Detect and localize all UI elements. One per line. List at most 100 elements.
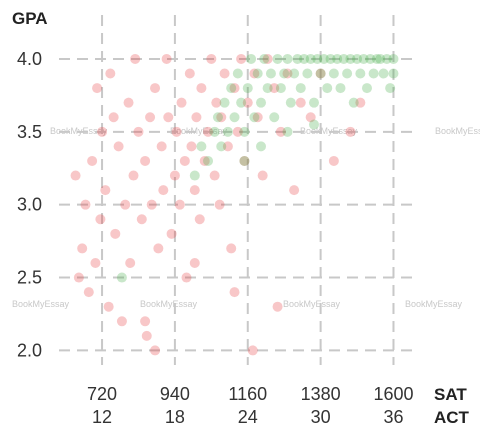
point [257, 170, 268, 181]
point [289, 68, 300, 79]
point [176, 97, 187, 108]
point [189, 257, 200, 268]
point [358, 53, 369, 64]
point [305, 53, 316, 64]
point [140, 316, 151, 327]
point [105, 68, 116, 79]
point [174, 199, 185, 210]
point [246, 53, 257, 64]
point [368, 68, 379, 79]
point [100, 185, 111, 196]
point [247, 345, 258, 356]
point [214, 199, 225, 210]
point [308, 119, 319, 130]
point [256, 141, 267, 152]
point [140, 155, 151, 166]
point [388, 68, 399, 79]
point [239, 155, 250, 166]
point [216, 112, 227, 123]
point [332, 53, 343, 64]
point [262, 83, 273, 94]
point [262, 53, 273, 64]
point [365, 53, 376, 64]
point [150, 345, 161, 356]
x-tick-label: 1600 [373, 384, 413, 404]
point [116, 272, 127, 283]
point [199, 155, 210, 166]
point [259, 53, 270, 64]
point [83, 287, 94, 298]
point [385, 83, 396, 94]
point [216, 141, 227, 152]
point [209, 126, 220, 137]
point [348, 97, 359, 108]
point [103, 301, 114, 312]
point [282, 126, 293, 137]
point [252, 68, 263, 79]
point [242, 97, 253, 108]
point [156, 141, 167, 152]
point [378, 68, 389, 79]
point [249, 68, 260, 79]
point [256, 97, 267, 108]
point [212, 112, 223, 123]
x2-tick-label: 24 [238, 407, 258, 427]
point [90, 257, 101, 268]
point [295, 83, 306, 94]
point [381, 53, 392, 64]
point [352, 53, 363, 64]
point [186, 141, 197, 152]
point [203, 155, 214, 166]
point [229, 287, 240, 298]
point [375, 53, 386, 64]
x-tick-label: 1380 [301, 384, 341, 404]
x2-tick-label: 30 [311, 407, 331, 427]
x2-tick-label: 18 [165, 407, 185, 427]
x-tick-label: 720 [87, 384, 117, 404]
point [219, 97, 230, 108]
point [361, 83, 372, 94]
point [211, 97, 222, 108]
x-tick-label: 1160 [228, 384, 267, 404]
point [181, 272, 192, 283]
point [355, 68, 366, 79]
point [302, 68, 313, 79]
point [249, 112, 260, 123]
x-axis-label: SAT [434, 385, 467, 404]
point [315, 68, 326, 79]
point [345, 126, 356, 137]
point [371, 53, 382, 64]
point [219, 68, 230, 79]
point [141, 330, 152, 341]
point [133, 126, 144, 137]
point [191, 112, 202, 123]
point [97, 126, 108, 137]
x2-tick-label: 12 [92, 407, 112, 427]
point [315, 68, 326, 79]
point [252, 112, 263, 123]
point [236, 97, 247, 108]
point [136, 214, 147, 225]
point [345, 53, 356, 64]
point [322, 83, 333, 94]
point [150, 83, 161, 94]
point [110, 228, 121, 239]
point [189, 185, 200, 196]
point [279, 68, 290, 79]
point [229, 112, 240, 123]
point [95, 214, 106, 225]
point [388, 53, 399, 64]
watermark: BookMyEssay [283, 299, 341, 309]
point [203, 126, 214, 137]
point [289, 185, 300, 196]
point [222, 141, 233, 152]
point [272, 301, 283, 312]
point [275, 83, 286, 94]
point [239, 126, 250, 137]
point [299, 53, 310, 64]
point [308, 97, 319, 108]
point [189, 170, 200, 181]
y-tick-label: 2.0 [17, 340, 42, 360]
y-axis-label: GPA [12, 9, 48, 28]
watermark: BookMyEssay [405, 299, 463, 309]
